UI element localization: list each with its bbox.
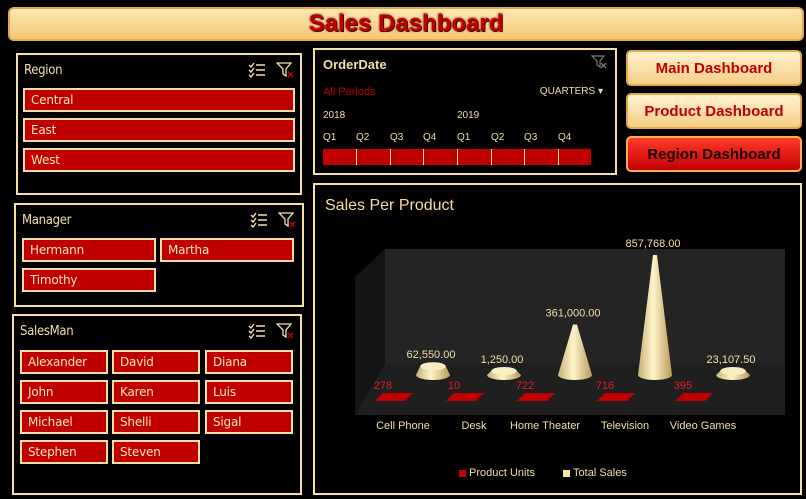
category-label: Cell Phone [376, 420, 430, 432]
legend-swatch [563, 469, 571, 477]
product-dashboard-button[interactable]: Product Dashboard [626, 93, 802, 129]
legend-label: Product Units [469, 467, 536, 479]
salesman-slicer: SalesMan [12, 314, 302, 495]
units-data-label: 278 [374, 380, 392, 392]
timeline-quarter: Q2 [491, 132, 505, 143]
timeline-quarter: Q3 [524, 132, 538, 143]
units-data-label: 716 [596, 380, 614, 392]
units-data-label: 722 [516, 380, 534, 392]
category-label: Desk [461, 420, 487, 432]
legend-item: Product Units [459, 467, 535, 479]
dashboard-title-bar: Sales Dashboard [8, 7, 804, 41]
timeline-quarter: Q4 [558, 132, 572, 143]
sales-cone-top [720, 367, 746, 375]
clear-filter-icon[interactable] [277, 212, 296, 228]
clear-filter-icon[interactable] [590, 55, 607, 69]
sales-cone [558, 324, 592, 380]
sales-cone-top [420, 362, 446, 371]
timeline-divider [524, 149, 525, 165]
manager-item-martha[interactable]: Martha [160, 238, 294, 262]
timeline-quarter: Q1 [457, 132, 471, 143]
salesman-item-shelli[interactable]: Shelli [112, 410, 200, 434]
sales-data-label: 23,107.50 [707, 354, 756, 366]
timeline-divider [390, 149, 391, 165]
slicer-title: Region [24, 62, 63, 78]
legend-label: Total Sales [573, 467, 627, 479]
units-bar [446, 393, 484, 401]
sales-data-label: 1,250.00 [481, 354, 524, 366]
chart-plot: 278 62,550.00 Cell Phone 10 1,250.00 Desk 722 3… [355, 238, 785, 432]
category-label: Video Games [670, 420, 737, 432]
sales-data-label: 62,550.00 [407, 349, 456, 361]
timeline-selection-label: All Periods [323, 86, 376, 98]
sales-cone-top [491, 367, 517, 375]
multi-select-icon[interactable] [248, 323, 266, 340]
timeline-quarter: Q4 [423, 132, 437, 143]
units-data-label: 395 [674, 380, 692, 392]
salesman-item-stephen[interactable]: Stephen [20, 440, 108, 464]
timeline-divider [558, 149, 559, 165]
salesman-item-karen[interactable]: Karen [112, 380, 200, 404]
region-dashboard-button[interactable]: Region Dashboard [626, 136, 802, 172]
salesman-item-michael[interactable]: Michael [20, 410, 108, 434]
main-dashboard-button[interactable]: Main Dashboard [626, 50, 802, 86]
page-title: Sales Dashboard [308, 10, 504, 37]
salesman-item-sigal[interactable]: Sigal [205, 410, 293, 434]
timeline-quarter: Q2 [356, 132, 370, 143]
timeline-year: 2018 [323, 110, 346, 121]
manager-item-hermann[interactable]: Hermann [22, 238, 156, 262]
timeline-divider [423, 149, 424, 165]
legend-item: Total Sales [563, 467, 627, 479]
region-item-central[interactable]: Central [23, 88, 295, 112]
salesman-item-david[interactable]: David [112, 350, 200, 374]
sales-data-label: 857,768.00 [625, 238, 680, 250]
timeline-divider [457, 149, 458, 165]
chart-floor [355, 363, 785, 415]
salesman-item-luis[interactable]: Luis [205, 380, 293, 404]
units-bar [375, 393, 413, 401]
units-data-label: 10 [448, 380, 460, 392]
timeline-divider [356, 149, 357, 165]
sales-cone [638, 255, 672, 380]
category-label: Television [601, 420, 649, 432]
manager-item-timothy[interactable]: Timothy [22, 268, 156, 292]
category-label: Home Theater [510, 420, 580, 432]
sales-cone [416, 366, 450, 380]
multi-select-icon[interactable] [248, 62, 266, 79]
region-item-east[interactable]: East [23, 118, 295, 142]
slicer-header: Manager [22, 209, 296, 231]
chart-side-wall [355, 249, 385, 415]
sales-data-label: 361,000.00 [545, 307, 600, 319]
multi-select-icon[interactable] [250, 212, 268, 229]
units-bar [675, 393, 713, 401]
slicer-header: SalesMan [20, 320, 294, 342]
timeline-level-dropdown[interactable]: QUARTERS ▾ [540, 86, 603, 97]
slicer-header: Region [24, 59, 294, 81]
slicer-title: Manager [22, 212, 72, 228]
legend-swatch [459, 469, 466, 477]
timeline-quarter: Q1 [323, 132, 337, 143]
clear-filter-icon[interactable] [275, 323, 294, 339]
salesman-item-alexander[interactable]: Alexander [20, 350, 108, 374]
chart-legend: Product Units Total Sales [459, 467, 627, 479]
region-item-west[interactable]: West [23, 148, 295, 172]
chevron-down-icon: ▾ [597, 86, 603, 97]
salesman-item-steven[interactable]: Steven [112, 440, 200, 464]
timeline-quarter: Q3 [390, 132, 404, 143]
order-date-timeline: OrderDate All Periods QUARTERS ▾ 2018 20… [313, 48, 617, 175]
chart-title: Sales Per Product [325, 197, 454, 214]
timeline-divider [491, 149, 492, 165]
units-bar [517, 393, 555, 401]
salesman-item-john[interactable]: John [20, 380, 108, 404]
slicer-title: SalesMan [20, 323, 74, 339]
salesman-item-diana[interactable]: Diana [205, 350, 293, 374]
timeline-title: OrderDate [323, 57, 387, 72]
sales-per-product-chart: Sales Per Product 278 62,550.00 Cell Phone… [313, 183, 802, 495]
timeline-year: 2019 [457, 110, 480, 121]
timeline-level-label: QUARTERS [539, 86, 596, 97]
chart-back-wall [385, 249, 785, 363]
clear-filter-icon[interactable] [275, 62, 294, 78]
units-bar [597, 393, 635, 401]
